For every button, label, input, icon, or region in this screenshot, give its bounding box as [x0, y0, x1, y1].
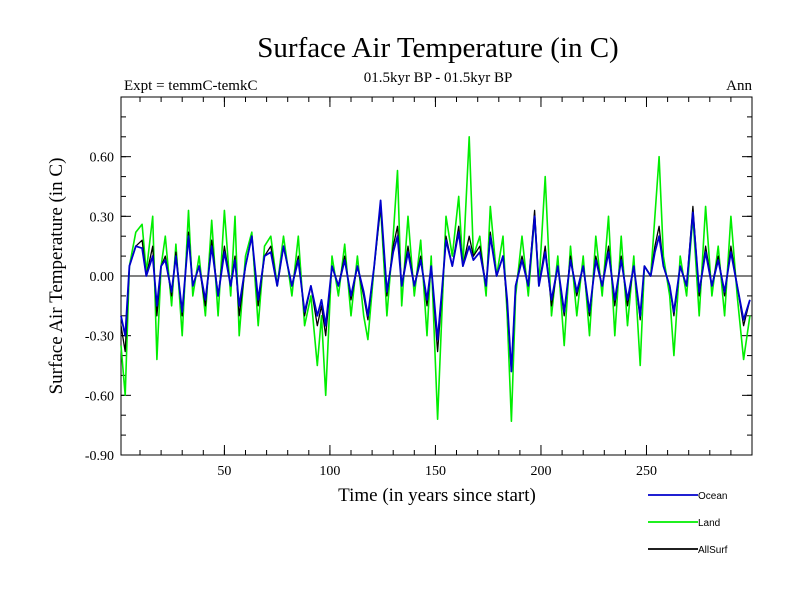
y-tick-label: -0.90 [85, 449, 114, 464]
x-axis-title: Time (in years since start) [338, 485, 536, 506]
period-label: 01.5kyr BP - 01.5kyr BP [364, 70, 513, 86]
season-label: Ann [726, 78, 752, 94]
series-layer [120, 136, 751, 422]
x-tick-label: 150 [425, 464, 446, 479]
chart-title: Surface Air Temperature (in C) [257, 32, 618, 64]
series-line-ocean [120, 199, 751, 373]
x-tick-label: 200 [530, 464, 551, 479]
y-tick-label: 0.00 [90, 270, 115, 285]
y-tick-label: -0.60 [85, 389, 114, 404]
x-tick-label: 100 [319, 464, 340, 479]
y-axis: -0.90 -0.60 -0.30 0.00 0.30 0.60 [85, 96, 752, 464]
legend-label-allsurf: AllSurf [698, 545, 728, 556]
experiment-label: Expt = temmC-temkC [124, 78, 257, 94]
y-axis-title: Surface Air Temperature (in C) [46, 158, 67, 395]
y-tick-label: -0.30 [85, 330, 114, 345]
legend-label-ocean: Ocean [698, 491, 727, 502]
x-axis: 50 100 150 200 250 [139, 97, 732, 479]
x-tick-label: 50 [217, 464, 231, 479]
x-tick-label: 250 [636, 464, 657, 479]
legend-label-land: Land [698, 518, 720, 529]
y-tick-label: 0.30 [90, 210, 115, 225]
legend: Ocean Land AllSurf [648, 491, 728, 556]
y-tick-label: 0.60 [90, 151, 115, 166]
